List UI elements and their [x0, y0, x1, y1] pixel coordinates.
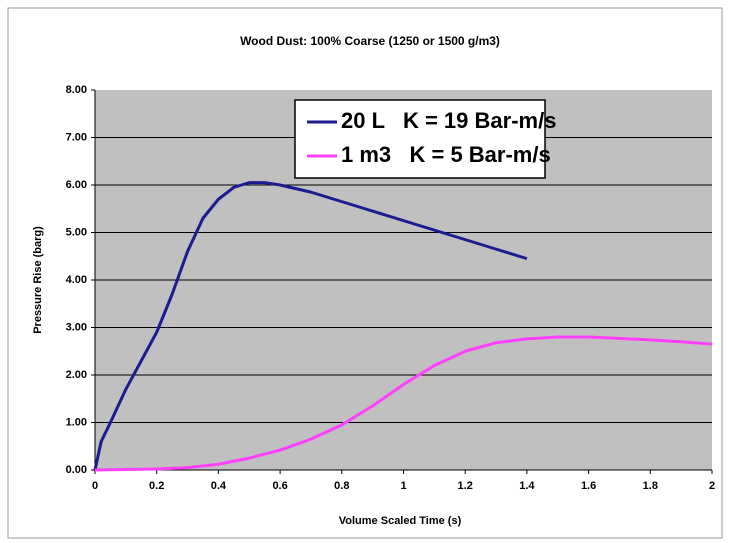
- x-tick-label: 0.4: [211, 480, 227, 492]
- x-tick-label: 1.4: [519, 480, 535, 492]
- y-tick-label: 2.00: [66, 369, 87, 381]
- legend-box: [294, 99, 546, 179]
- legend-label: 20 L K = 19 Bar-m/s: [341, 108, 556, 133]
- series-line: [93, 181, 528, 471]
- x-tick-label: 1.8: [643, 480, 658, 492]
- x-tick-label: 1.6: [581, 480, 596, 492]
- y-tick-label: 8.00: [66, 84, 87, 96]
- y-tick-label: 3.00: [66, 321, 87, 333]
- x-tick-label: 0.8: [334, 480, 349, 492]
- y-tick-label: 4.00: [66, 274, 87, 286]
- chart-title: Wood Dust: 100% Coarse (1250 or 1500 g/m…: [240, 34, 500, 48]
- legend-label: 1 m3 K = 5 Bar-m/s: [341, 142, 551, 167]
- x-axis-label: Volume Scaled Time (s): [339, 515, 462, 527]
- x-tick-label: 0.6: [272, 480, 287, 492]
- x-tick-label: 0.2: [149, 480, 164, 492]
- series-line: [94, 335, 713, 472]
- y-tick-label: 0.00: [66, 464, 87, 476]
- x-tick-label: 1.2: [458, 480, 473, 492]
- x-tick-label: 2: [709, 480, 715, 492]
- x-tick-label: 0: [92, 480, 98, 492]
- y-axis-label: Pressure Rise (barg): [32, 226, 44, 334]
- x-tick-label: 1: [400, 480, 406, 492]
- y-tick-label: 7.00: [66, 131, 87, 143]
- y-tick-label: 1.00: [66, 416, 87, 428]
- y-tick-label: 6.00: [66, 179, 87, 191]
- y-tick-label: 5.00: [66, 226, 87, 238]
